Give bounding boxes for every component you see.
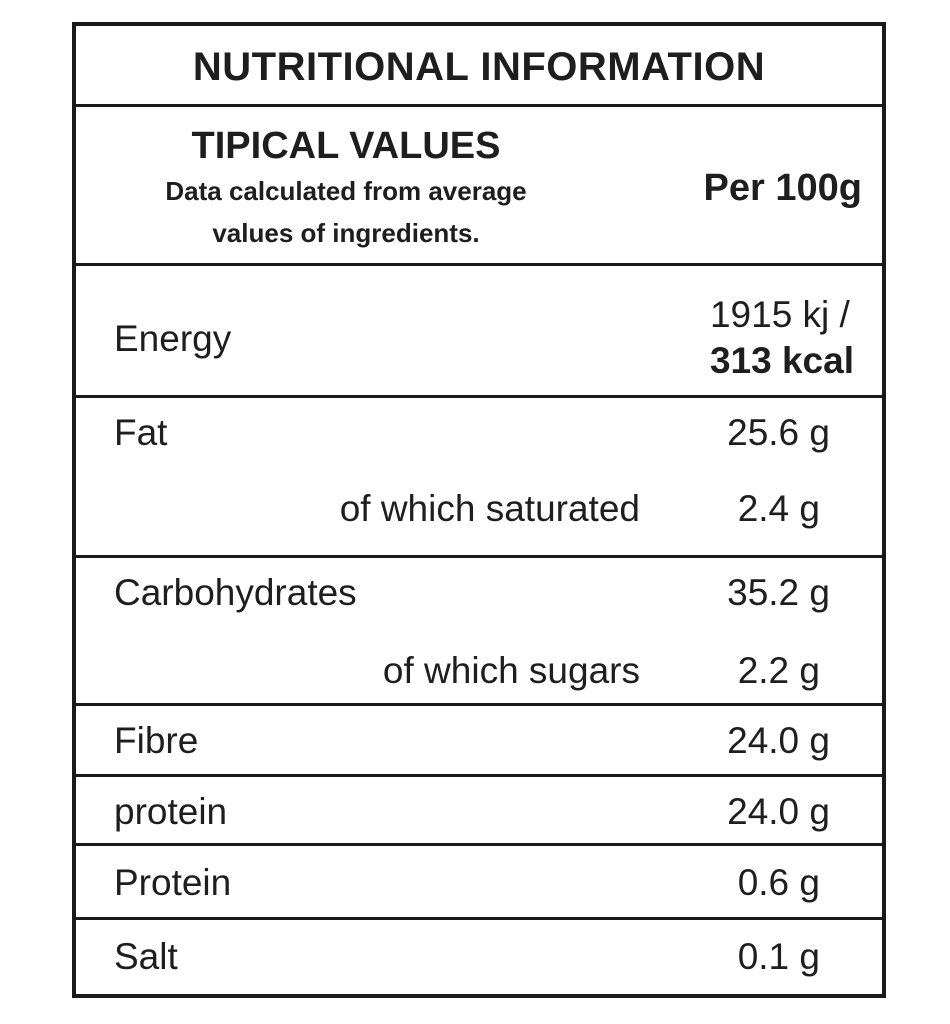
saturated-label: of which saturated xyxy=(339,488,640,529)
carbohydrates-label: Carbohydrates xyxy=(114,572,357,613)
typical-values-block: TIPICAL VALUES Data calculated from aver… xyxy=(76,123,616,253)
sugars-value: 2.2 g xyxy=(737,650,820,691)
header-row: TIPICAL VALUES Data calculated from aver… xyxy=(76,107,882,266)
salt-row: Salt 0.1 g xyxy=(76,920,882,994)
energy-kj-value: 1915 kj / xyxy=(709,294,850,335)
sugars-label: of which sugars xyxy=(382,650,640,691)
carbohydrates-row: Carbohydrates 35.2 g of which sugars 2.2… xyxy=(76,558,882,706)
title-row: NUTRITIONAL INFORMATION xyxy=(76,26,882,107)
table-title: NUTRITIONAL INFORMATION xyxy=(192,44,766,89)
protein-lowercase-value: 24.0 g xyxy=(727,791,830,832)
fibre-label: Fibre xyxy=(114,720,199,761)
energy-label: Energy xyxy=(114,318,232,359)
energy-row: Energy 1915 kj / 313 kcal xyxy=(76,266,882,398)
fat-label: Fat xyxy=(114,412,168,453)
typical-values-note-line1: Data calculated from average xyxy=(165,176,527,206)
fibre-value: 24.0 g xyxy=(727,720,830,761)
energy-kcal-value: 313 kcal xyxy=(709,340,854,381)
nutrition-table: NUTRITIONAL INFORMATION TIPICAL VALUES D… xyxy=(72,22,886,998)
protein-row: Protein 0.6 g xyxy=(76,846,882,920)
typical-values-title: TIPICAL VALUES xyxy=(191,125,501,167)
saturated-value: 2.4 g xyxy=(737,488,820,529)
fat-value: 25.6 g xyxy=(727,412,830,453)
protein-lowercase-row: protein 24.0 g xyxy=(76,777,882,846)
salt-value: 0.1 g xyxy=(737,936,820,977)
energy-values: 1915 kj / 313 kcal xyxy=(710,292,854,384)
fat-row: Fat 25.6 g of which saturated 2.4 g xyxy=(76,398,882,558)
protein-lowercase-label: protein xyxy=(114,791,228,832)
typical-values-note-line2: values of ingredients. xyxy=(212,218,480,248)
protein-label: Protein xyxy=(114,862,232,903)
salt-label: Salt xyxy=(114,936,178,977)
per-100g-header: Per 100g xyxy=(703,167,862,209)
protein-value: 0.6 g xyxy=(737,862,820,903)
fibre-row: Fibre 24.0 g xyxy=(76,706,882,777)
carbohydrates-value: 35.2 g xyxy=(727,572,830,613)
